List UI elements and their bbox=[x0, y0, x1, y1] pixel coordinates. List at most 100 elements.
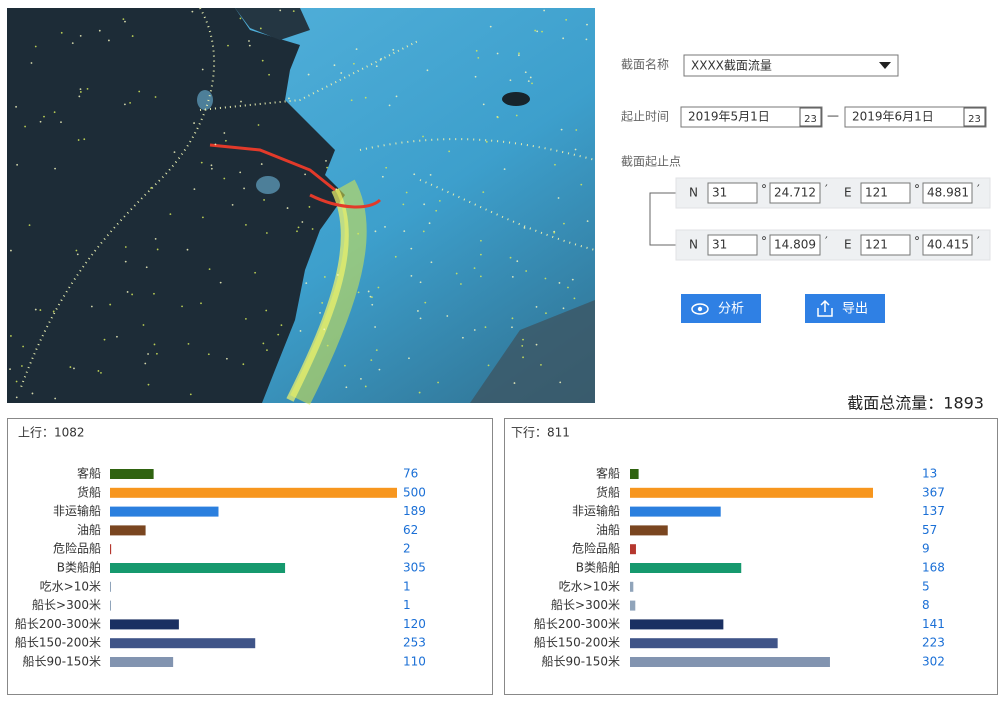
value-label: 57 bbox=[922, 523, 937, 537]
value-label: 189 bbox=[403, 504, 426, 518]
map-dot bbox=[97, 370, 100, 372]
map-dot bbox=[437, 381, 439, 384]
map-dot bbox=[477, 57, 480, 59]
map-dot bbox=[536, 30, 539, 33]
map-dot bbox=[321, 302, 324, 304]
map-dot bbox=[126, 291, 129, 293]
map-dot bbox=[9, 368, 11, 370]
map-dot bbox=[207, 353, 210, 356]
map-dot bbox=[124, 20, 126, 23]
map-dot bbox=[565, 18, 568, 21]
bar bbox=[630, 469, 639, 479]
min-symbol: ′ bbox=[977, 235, 980, 249]
date-input[interactable] bbox=[844, 106, 987, 128]
category-label: 货船 bbox=[77, 484, 101, 499]
map-dot bbox=[487, 364, 490, 367]
map-dot bbox=[521, 345, 524, 347]
lon-min-input-value: 48.981 bbox=[927, 186, 969, 200]
lat-label: N bbox=[689, 238, 698, 252]
map-dot bbox=[124, 260, 127, 263]
lon-deg-input[interactable] bbox=[860, 182, 911, 204]
value-label: 120 bbox=[403, 617, 426, 631]
map-dot bbox=[332, 293, 335, 296]
dash: — bbox=[827, 109, 839, 123]
map-dot bbox=[24, 125, 26, 128]
bar bbox=[630, 525, 668, 536]
lat-min-input[interactable] bbox=[769, 182, 821, 204]
calendar-icon[interactable] bbox=[963, 107, 986, 127]
map-dot bbox=[333, 64, 336, 67]
map-dot bbox=[522, 338, 524, 341]
map-dot bbox=[201, 216, 204, 219]
date-input[interactable] bbox=[680, 106, 823, 128]
lon-min-input[interactable] bbox=[922, 182, 973, 204]
value-label: 500 bbox=[403, 485, 426, 499]
map-dot bbox=[10, 249, 12, 252]
calendar-text: 23 bbox=[968, 114, 981, 125]
value-label: 223 bbox=[922, 636, 945, 650]
dropdown-arrow bbox=[879, 62, 891, 69]
map-dot bbox=[301, 221, 304, 223]
bracket bbox=[649, 192, 676, 246]
map-dot bbox=[527, 80, 530, 83]
lat-min-input[interactable] bbox=[769, 234, 821, 256]
map-dot bbox=[129, 101, 132, 104]
calendar-icon[interactable] bbox=[799, 107, 822, 127]
map-dot bbox=[154, 96, 157, 98]
map-dot bbox=[575, 129, 578, 131]
lat-deg-input[interactable] bbox=[707, 234, 758, 256]
map-dot bbox=[371, 303, 374, 306]
value-label: 2 bbox=[403, 542, 411, 556]
map-dot bbox=[296, 230, 298, 233]
map-dot bbox=[554, 163, 556, 166]
category-label: 吃水>10米 bbox=[40, 579, 101, 593]
map-dot bbox=[370, 359, 373, 362]
lon-label: E bbox=[844, 238, 852, 252]
map-dot bbox=[153, 343, 156, 346]
category-label: 货船 bbox=[596, 484, 620, 499]
category-label: 客船 bbox=[596, 466, 620, 481]
map-dot bbox=[543, 9, 546, 12]
map-dot bbox=[325, 160, 327, 162]
map-dot bbox=[511, 276, 514, 278]
analyze-button[interactable]: 分析 bbox=[681, 294, 761, 323]
map-dot bbox=[573, 297, 576, 300]
map-dot bbox=[265, 309, 268, 312]
lon-deg-input[interactable] bbox=[860, 234, 911, 256]
map-dot bbox=[380, 58, 383, 60]
deg-symbol: ° bbox=[914, 183, 920, 197]
map-dot bbox=[261, 59, 264, 62]
map-dot bbox=[248, 40, 250, 42]
map-dot bbox=[586, 220, 589, 222]
map-dot bbox=[260, 163, 263, 165]
map-dot bbox=[355, 48, 358, 51]
map-dot bbox=[30, 62, 33, 64]
deg-symbol: ° bbox=[914, 235, 920, 249]
map-dot bbox=[419, 317, 422, 320]
map-dot bbox=[227, 44, 229, 47]
map-dot bbox=[485, 140, 488, 143]
export-button[interactable]: 导出 bbox=[805, 294, 885, 323]
map-dot bbox=[54, 167, 56, 170]
label: 起止时间 bbox=[621, 110, 669, 124]
map-dot bbox=[567, 286, 569, 289]
label: 截面名称 bbox=[621, 57, 669, 72]
map-dot bbox=[480, 239, 482, 242]
lat-deg-input[interactable] bbox=[707, 182, 758, 204]
map-dot bbox=[268, 73, 270, 76]
value-label: 8 bbox=[922, 598, 930, 612]
map-dot bbox=[109, 303, 112, 306]
map-dot bbox=[367, 290, 370, 293]
category-label: 船长>300米 bbox=[32, 598, 101, 612]
map-dot bbox=[424, 301, 427, 304]
category-label: 船长200-300米 bbox=[15, 617, 101, 631]
lat-min-input-value: 24.712 bbox=[774, 186, 816, 200]
map-dot bbox=[34, 45, 37, 48]
map-dot bbox=[480, 253, 482, 256]
map-dot bbox=[131, 35, 134, 37]
category-label: B类船舶 bbox=[576, 560, 620, 575]
map-dot bbox=[422, 230, 425, 233]
lon-min-input[interactable] bbox=[922, 234, 973, 256]
select[interactable] bbox=[683, 54, 899, 77]
map-dot bbox=[147, 383, 150, 386]
